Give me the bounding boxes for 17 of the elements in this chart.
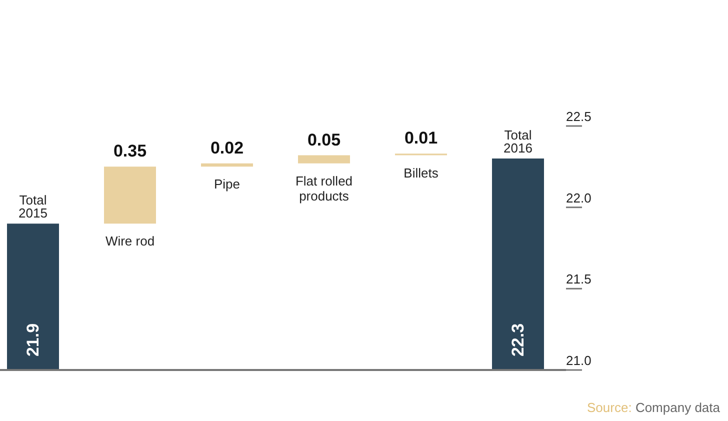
- y-tick-label: 22.5: [566, 109, 592, 124]
- x-tick-label: Flat rolled products: [295, 173, 353, 204]
- y-tick-label: 21.5: [566, 272, 592, 287]
- data-label: 0.02: [210, 138, 244, 158]
- y-tick-label: 21.0: [566, 353, 592, 368]
- data-label: 0.01: [404, 128, 438, 148]
- x-tick-label: Billets: [404, 165, 439, 180]
- data-label: 22.3: [508, 323, 528, 357]
- x-tick-label: Wire rod: [105, 234, 155, 249]
- data-label: 0.05: [307, 130, 341, 150]
- source-note: Source: Company data: [587, 400, 720, 415]
- y-tick-label: 22.0: [566, 190, 592, 206]
- data-label: 0.35: [113, 142, 147, 161]
- x-tick-label: Total 2015: [18, 192, 48, 221]
- x-tick-label: Pipe: [214, 176, 240, 192]
- data-label: 21.9: [24, 323, 42, 357]
- x-tick-label: Total 2016: [504, 128, 532, 156]
